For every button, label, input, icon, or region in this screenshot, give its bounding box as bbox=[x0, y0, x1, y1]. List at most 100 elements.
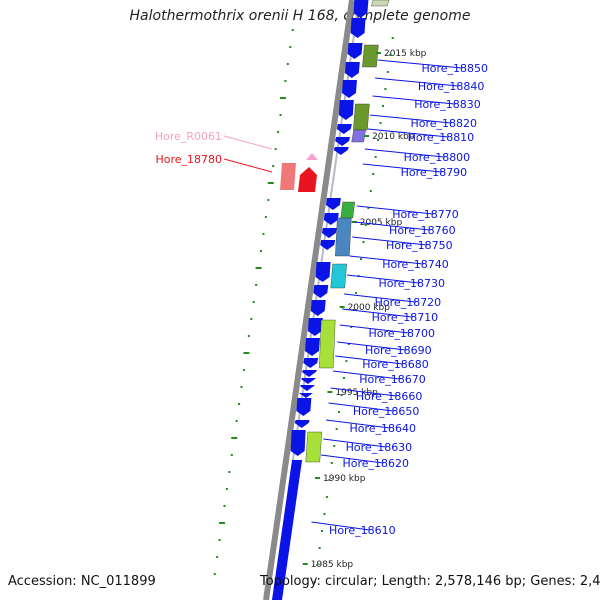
gene-label-Hore_18670: Hore_18670 bbox=[359, 373, 426, 386]
gene-label-Hore_18810: Hore_18810 bbox=[408, 131, 475, 144]
leader-line bbox=[364, 148, 445, 158]
gene-label-Hore_18770: Hore_18770 bbox=[392, 208, 459, 221]
gene-label-Hore_18780: Hore_18780 bbox=[155, 153, 222, 166]
gene-label-Hore_18610: Hore_18610 bbox=[329, 524, 396, 537]
feature-pink bbox=[306, 153, 318, 160]
leader-line bbox=[320, 454, 384, 464]
cds-arrow bbox=[303, 358, 319, 368]
cds-arrow bbox=[300, 378, 316, 384]
feature-red bbox=[298, 167, 317, 192]
gene-label-Hore_R0061: Hore_R0061 bbox=[155, 130, 222, 143]
gene-label-Hore_18790: Hore_18790 bbox=[401, 166, 468, 179]
gene-label-Hore_18800: Hore_18800 bbox=[404, 151, 471, 164]
leader-line bbox=[377, 59, 463, 69]
cds-arrow bbox=[350, 18, 366, 38]
gene-label-Hore_18730: Hore_18730 bbox=[378, 277, 445, 290]
leader-line bbox=[339, 324, 410, 334]
cds-arrow bbox=[321, 228, 337, 238]
leader-line bbox=[323, 438, 387, 448]
kbp-scale: 2015 kbp 2010 kbp 2005 kbp 2000 kbp 1995 kbp… bbox=[302, 49, 427, 570]
leader-line bbox=[354, 221, 430, 231]
cds-arrow bbox=[301, 370, 317, 377]
kbp-label: 2015 kbp bbox=[384, 49, 427, 59]
gene-label-Hore_18660: Hore_18660 bbox=[356, 390, 423, 403]
leader-line bbox=[341, 308, 413, 318]
cds-arrow bbox=[296, 398, 312, 416]
cds-arrow bbox=[320, 240, 336, 250]
leader-line bbox=[352, 236, 427, 246]
gene-label-Hore_18850: Hore_18850 bbox=[421, 62, 488, 75]
cds-arrow bbox=[341, 80, 357, 98]
leader-line bbox=[367, 128, 449, 138]
kbp-label: 1985 kbp bbox=[311, 560, 354, 570]
topology-label: Topology: circular; Length: 2,578,146 bp… bbox=[260, 574, 600, 589]
leader-line bbox=[223, 135, 273, 150]
cds-arrow bbox=[315, 262, 331, 282]
gene-label-Hore_18720: Hore_18720 bbox=[375, 296, 442, 309]
cds-arrow bbox=[325, 198, 341, 210]
leader-line bbox=[335, 355, 403, 365]
feature-block bbox=[305, 431, 322, 463]
cds-arrow bbox=[335, 137, 351, 146]
leader-line bbox=[326, 419, 391, 429]
cds-arrow bbox=[347, 43, 363, 59]
cds-arrow bbox=[336, 124, 352, 134]
map-title: Halothermothrix orenii H 168, complete g… bbox=[129, 8, 471, 24]
feature-block bbox=[351, 129, 366, 143]
leader-line bbox=[223, 158, 273, 173]
gene-label-Hore_18650: Hore_18650 bbox=[353, 405, 420, 418]
gene-label-Hore_18620: Hore_18620 bbox=[342, 457, 409, 470]
gene-label-Hore_18640: Hore_18640 bbox=[349, 422, 416, 435]
gene-label-Hore_18750: Hore_18750 bbox=[386, 239, 453, 252]
kbp-label: 2010 kbp bbox=[372, 132, 415, 142]
leader-line bbox=[333, 370, 400, 380]
feature-block bbox=[353, 103, 370, 131]
backbone-inner bbox=[263, 0, 355, 600]
kbp-label: 2005 kbp bbox=[360, 218, 403, 228]
cds-arrow bbox=[310, 300, 326, 316]
leader-line bbox=[369, 114, 452, 124]
feature-block bbox=[330, 263, 347, 289]
leader-line bbox=[349, 255, 423, 265]
gene-label-Hore_18760: Hore_18760 bbox=[389, 224, 456, 237]
leader-line bbox=[346, 274, 420, 284]
cds-arrow bbox=[353, 0, 369, 18]
cds-arrow bbox=[333, 147, 349, 155]
gene-label-Hore_18690: Hore_18690 bbox=[365, 344, 432, 357]
cds-arrow bbox=[299, 385, 315, 391]
gene-label-Hore_18630: Hore_18630 bbox=[346, 441, 413, 454]
cds-arrow bbox=[313, 285, 329, 298]
gene-label-Hore_18700: Hore_18700 bbox=[368, 327, 435, 340]
leader-line bbox=[375, 77, 459, 87]
gene-label-Hore_18820: Hore_18820 bbox=[410, 117, 477, 130]
leader-line bbox=[337, 341, 406, 351]
gene-labels: Hore_18850 Hore_18840 Hore_18830 Hore_18820… bbox=[155, 59, 488, 537]
gene-label-Hore_18710: Hore_18710 bbox=[372, 311, 439, 324]
gene-label-Hore_18680: Hore_18680 bbox=[362, 358, 429, 371]
cds-arrow bbox=[344, 62, 360, 78]
leader-line bbox=[372, 95, 455, 105]
feature-block bbox=[319, 319, 336, 369]
feature-block bbox=[370, 0, 390, 7]
kbp-label: 1990 kbp bbox=[323, 474, 366, 484]
leader-line bbox=[330, 387, 397, 397]
leader-line bbox=[344, 293, 416, 303]
accession-label: Accession: NC_011899 bbox=[8, 574, 156, 589]
cds-arrow bbox=[323, 213, 339, 225]
leader-line bbox=[328, 402, 394, 412]
leader-line bbox=[311, 521, 370, 531]
feature-block bbox=[335, 217, 352, 257]
leader-line bbox=[356, 205, 433, 215]
cds-long bbox=[272, 460, 303, 600]
gene-label-Hore_18840: Hore_18840 bbox=[418, 80, 485, 93]
gene-label-Hore_18830: Hore_18830 bbox=[414, 98, 481, 111]
feature-block bbox=[340, 201, 355, 219]
cds-arrow bbox=[294, 420, 310, 428]
leader-line bbox=[362, 163, 442, 173]
tick-dots bbox=[213, 29, 394, 583]
cds-arrow bbox=[298, 393, 314, 398]
gene-features bbox=[272, 0, 390, 600]
kbp-label: 2000 kbp bbox=[348, 303, 391, 313]
feature-salmon bbox=[280, 163, 296, 190]
